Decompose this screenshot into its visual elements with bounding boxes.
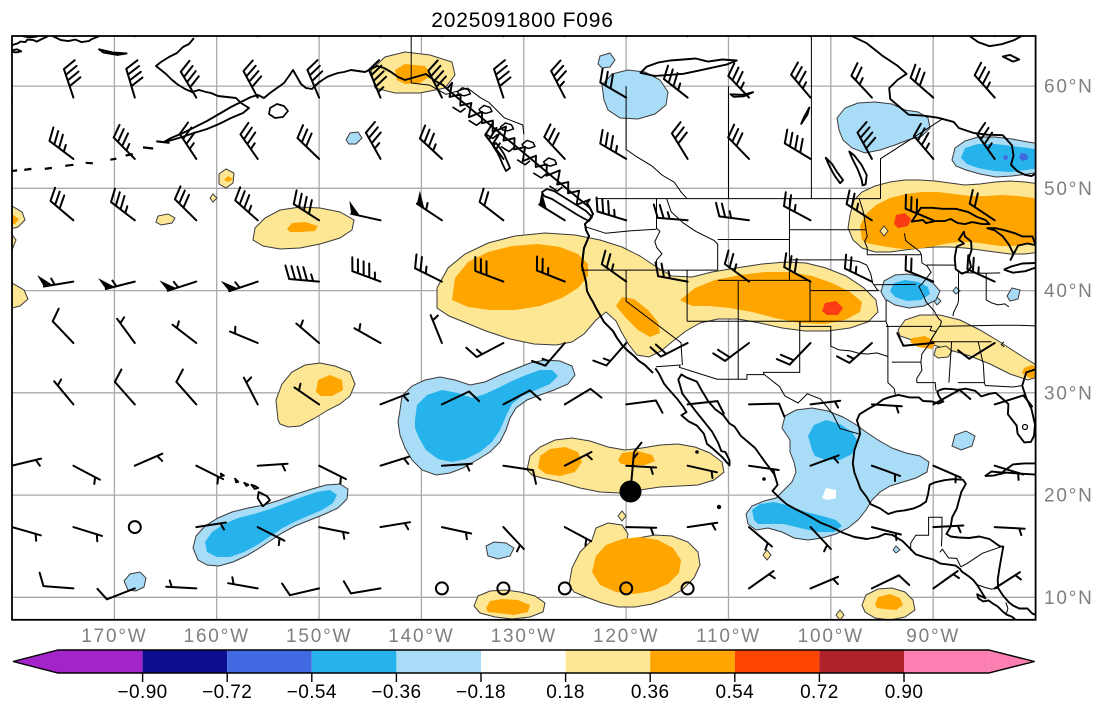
svg-text:90°W: 90°W bbox=[906, 626, 960, 647]
svg-text:40°N: 40°N bbox=[1044, 281, 1094, 302]
svg-text:0.36: 0.36 bbox=[631, 682, 670, 703]
svg-text:20°N: 20°N bbox=[1044, 486, 1094, 507]
svg-text:100°W: 100°W bbox=[798, 626, 864, 647]
svg-text:30°N: 30°N bbox=[1044, 383, 1094, 404]
svg-text:−0.18: −0.18 bbox=[456, 682, 506, 703]
svg-text:−0.90: −0.90 bbox=[118, 682, 168, 703]
svg-text:150°W: 150°W bbox=[286, 626, 352, 647]
svg-text:10°N: 10°N bbox=[1044, 588, 1094, 609]
svg-text:0.54: 0.54 bbox=[716, 682, 755, 703]
svg-text:130°W: 130°W bbox=[491, 626, 557, 647]
svg-text:110°W: 110°W bbox=[696, 626, 761, 647]
svg-text:0.90: 0.90 bbox=[885, 682, 924, 703]
svg-text:140°W: 140°W bbox=[388, 626, 454, 647]
svg-text:−0.54: −0.54 bbox=[287, 682, 337, 703]
svg-text:170°W: 170°W bbox=[81, 626, 147, 647]
svg-text:120°W: 120°W bbox=[593, 626, 659, 647]
svg-text:0.18: 0.18 bbox=[546, 682, 585, 703]
svg-text:0.72: 0.72 bbox=[800, 682, 839, 703]
svg-text:50°N: 50°N bbox=[1044, 179, 1094, 200]
svg-text:−0.36: −0.36 bbox=[371, 682, 421, 703]
svg-text:−0.72: −0.72 bbox=[202, 682, 252, 703]
svg-text:60°N: 60°N bbox=[1044, 77, 1094, 98]
svg-text:2025091800 F096: 2025091800 F096 bbox=[431, 9, 614, 32]
svg-text:160°W: 160°W bbox=[184, 626, 250, 647]
